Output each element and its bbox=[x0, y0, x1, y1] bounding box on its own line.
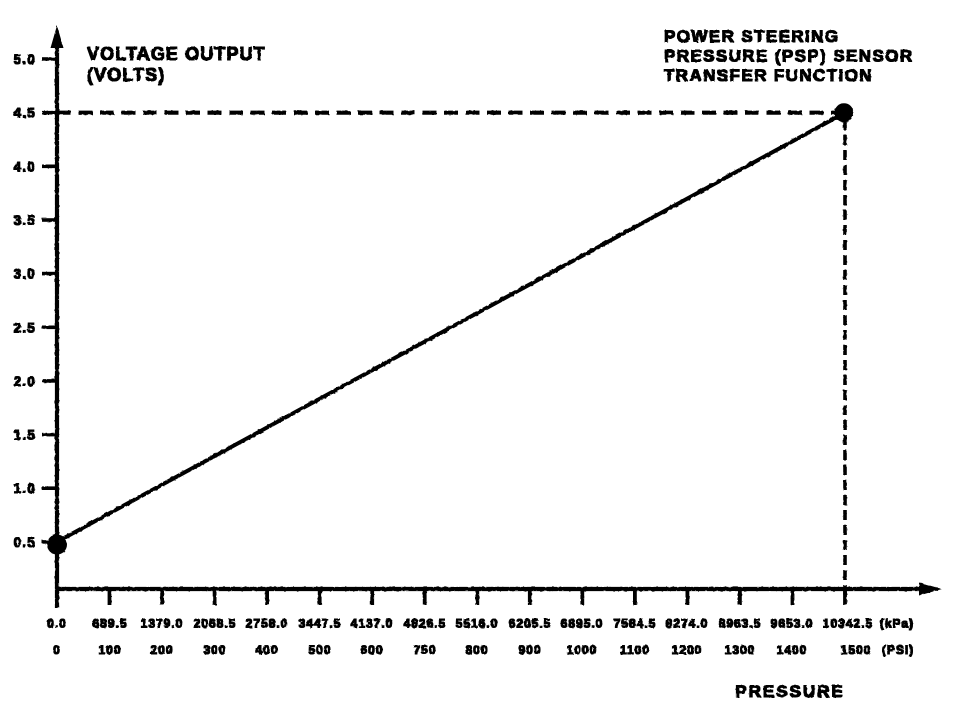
svg-text:1379.0: 1379.0 bbox=[141, 617, 184, 631]
svg-text:VOLTAGE OUTPUT: VOLTAGE OUTPUT bbox=[87, 44, 266, 64]
svg-text:4.0: 4.0 bbox=[14, 159, 36, 174]
svg-text:7584.5: 7584.5 bbox=[614, 617, 657, 631]
svg-text:(kPa): (kPa) bbox=[880, 617, 914, 631]
svg-text:8274.0: 8274.0 bbox=[666, 617, 709, 631]
svg-text:POWER STEERING: POWER STEERING bbox=[664, 27, 839, 46]
svg-text:(PSI): (PSI) bbox=[882, 643, 914, 657]
svg-text:0.5: 0.5 bbox=[14, 535, 36, 550]
svg-text:(VOLTS): (VOLTS) bbox=[87, 65, 165, 85]
svg-text:PRESSURE (PSP) SENSOR: PRESSURE (PSP) SENSOR bbox=[664, 47, 914, 66]
svg-text:9653.0: 9653.0 bbox=[771, 617, 814, 631]
svg-text:100: 100 bbox=[98, 643, 121, 657]
svg-text:200: 200 bbox=[150, 643, 173, 657]
svg-text:1100: 1100 bbox=[620, 643, 650, 657]
svg-text:TRANSFER FUNCTION: TRANSFER FUNCTION bbox=[664, 66, 873, 85]
svg-text:4826.5: 4826.5 bbox=[404, 617, 447, 631]
svg-text:0.0: 0.0 bbox=[47, 617, 67, 631]
svg-text:1400: 1400 bbox=[777, 643, 808, 657]
svg-text:300: 300 bbox=[203, 643, 226, 657]
svg-text:1500: 1500 bbox=[841, 643, 872, 657]
svg-text:0: 0 bbox=[53, 643, 61, 657]
svg-text:1000: 1000 bbox=[567, 643, 598, 657]
svg-text:600: 600 bbox=[360, 643, 383, 657]
svg-text:1300: 1300 bbox=[725, 643, 756, 657]
svg-text:800: 800 bbox=[465, 643, 488, 657]
svg-text:1200: 1200 bbox=[672, 643, 703, 657]
svg-text:689.5: 689.5 bbox=[92, 617, 127, 631]
svg-text:2.0: 2.0 bbox=[14, 374, 36, 389]
svg-text:6205.5: 6205.5 bbox=[509, 617, 552, 631]
svg-text:5.0: 5.0 bbox=[14, 52, 36, 67]
svg-text:3.5: 3.5 bbox=[14, 213, 36, 228]
svg-text:900: 900 bbox=[518, 643, 541, 657]
svg-text:3.0: 3.0 bbox=[14, 267, 36, 282]
svg-text:1.5: 1.5 bbox=[14, 428, 36, 443]
svg-text:4137.0: 4137.0 bbox=[351, 617, 394, 631]
svg-text:5516.0: 5516.0 bbox=[456, 617, 499, 631]
svg-text:PRESSURE: PRESSURE bbox=[735, 682, 845, 701]
svg-text:400: 400 bbox=[255, 643, 278, 657]
svg-text:500: 500 bbox=[308, 643, 331, 657]
svg-text:1.0: 1.0 bbox=[14, 481, 36, 496]
svg-text:8963.5: 8963.5 bbox=[719, 617, 762, 631]
svg-text:6895.0: 6895.0 bbox=[561, 617, 604, 631]
svg-text:4.5: 4.5 bbox=[14, 106, 36, 121]
svg-text:750: 750 bbox=[413, 643, 436, 657]
svg-text:2758.0: 2758.0 bbox=[246, 617, 289, 631]
svg-text:2.5: 2.5 bbox=[14, 320, 36, 335]
svg-text:3447.5: 3447.5 bbox=[299, 617, 342, 631]
svg-text:10342.5: 10342.5 bbox=[823, 617, 873, 631]
svg-text:2068.5: 2068.5 bbox=[194, 617, 237, 631]
